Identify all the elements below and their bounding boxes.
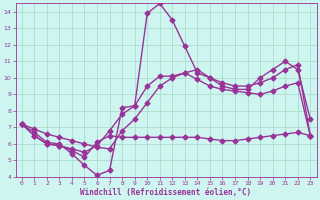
X-axis label: Windchill (Refroidissement éolien,°C): Windchill (Refroidissement éolien,°C): [80, 188, 252, 197]
